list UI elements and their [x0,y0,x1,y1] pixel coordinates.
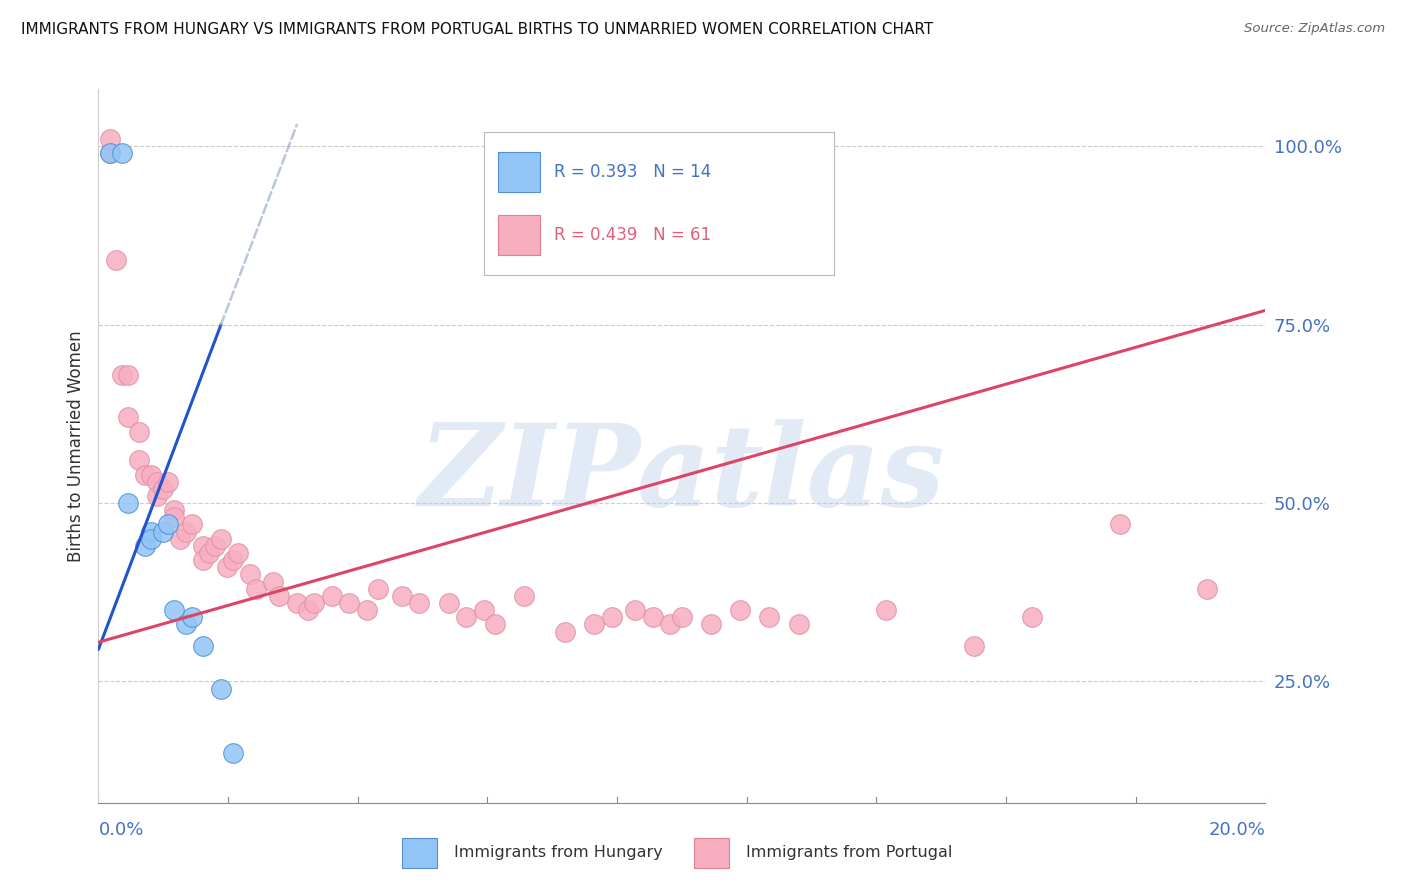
Point [111,368,134,382]
Point [157,517,180,532]
Point [209,532,232,546]
Text: 0.0%: 0.0% [98,821,143,838]
Point [128,453,150,467]
Point [163,603,186,617]
Point [204,539,226,553]
Point [1021,610,1043,624]
Point [221,746,243,760]
Point [659,617,682,632]
Point [198,546,221,560]
Point [1195,582,1218,596]
Point [180,610,202,624]
Text: Source: ZipAtlas.com: Source: ZipAtlas.com [1244,22,1385,36]
Point [1108,517,1130,532]
Text: 20.0%: 20.0% [1209,821,1265,838]
Point [624,603,647,617]
Point [671,610,693,624]
Point [163,510,186,524]
Point [163,503,186,517]
Point [98,146,121,161]
Point [875,603,897,617]
Point [193,639,215,653]
Point [262,574,284,589]
Point [484,617,506,632]
Point [98,132,121,146]
Point [304,596,326,610]
Point [146,475,169,489]
Point [787,617,810,632]
Point [554,624,576,639]
Point [472,603,495,617]
Point [139,467,162,482]
Point [297,603,319,617]
Point [437,596,460,610]
Point [454,610,477,624]
Point [215,560,238,574]
Point [111,146,134,161]
Point [209,681,232,696]
Point [641,610,664,624]
Point [408,596,430,610]
Point [285,596,308,610]
Point [228,546,250,560]
Point [117,368,139,382]
Point [134,467,156,482]
Point [117,496,139,510]
Point [157,475,180,489]
Point [269,589,291,603]
Point [169,532,191,546]
Text: ZIPatlas: ZIPatlas [419,419,945,530]
Point [700,617,723,632]
Point [193,553,215,567]
Point [758,610,780,624]
Point [98,146,121,161]
Point [513,589,536,603]
Y-axis label: Births to Unmarried Women: Births to Unmarried Women [66,330,84,562]
Point [152,482,174,496]
Text: IMMIGRANTS FROM HUNGARY VS IMMIGRANTS FROM PORTUGAL BIRTHS TO UNMARRIED WOMEN CO: IMMIGRANTS FROM HUNGARY VS IMMIGRANTS FR… [21,22,934,37]
Point [174,617,197,632]
Point [221,553,243,567]
Point [174,524,197,539]
Point [104,253,127,268]
Point [134,539,156,553]
Point [193,539,215,553]
Point [245,582,267,596]
Point [139,524,162,539]
Point [356,603,378,617]
Point [391,589,413,603]
Point [321,589,343,603]
Point [128,425,150,439]
Point [117,410,139,425]
Point [152,524,174,539]
Point [337,596,360,610]
Point [146,489,169,503]
Point [139,532,162,546]
Point [962,639,984,653]
Point [239,567,262,582]
Point [367,582,389,596]
Point [180,517,202,532]
Point [728,603,751,617]
Point [600,610,623,624]
Point [583,617,606,632]
